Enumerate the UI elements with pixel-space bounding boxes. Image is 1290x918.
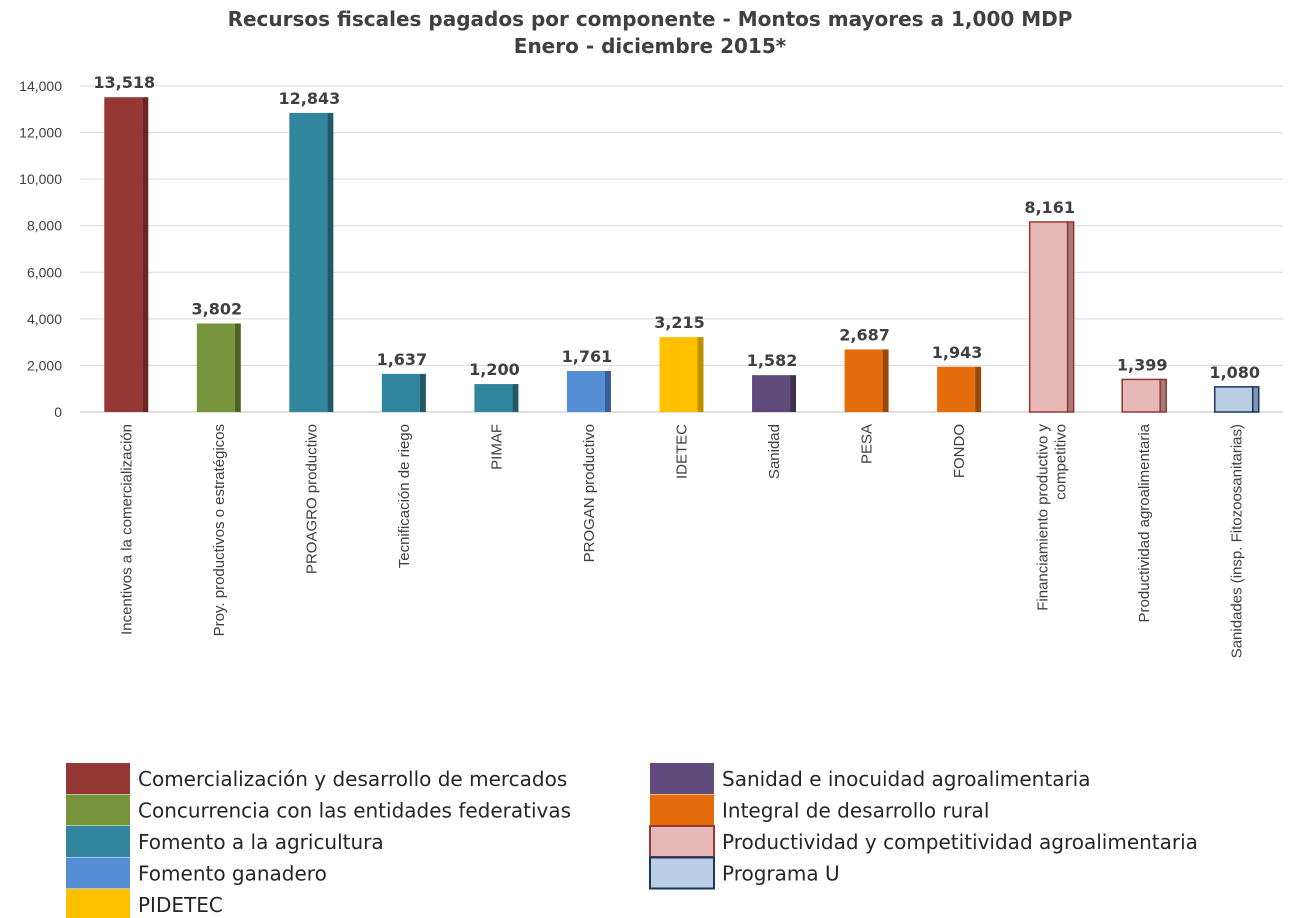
bar-side: [604, 370, 611, 412]
bar: [196, 323, 235, 412]
x-tick-label: IDETEC: [674, 424, 691, 479]
x-tick-label: PROAGRO productivo: [303, 424, 320, 574]
bar-side: [234, 323, 241, 412]
y-tick-label: 12,000: [19, 125, 62, 141]
x-tick-label: Financiamiento productivo ycompetitivo: [1035, 424, 1070, 611]
legend-label: Concurrencia con las entidades federativ…: [138, 799, 571, 823]
bar: [474, 384, 513, 412]
chart-subtitle: Enero - diciembre 2015*: [514, 34, 787, 58]
legend-swatch: [66, 889, 130, 918]
legend-label: Sanidad e inocuidad agroalimentaria: [722, 767, 1091, 791]
x-tick-label: Tecnificación de riego: [396, 424, 413, 568]
x-tick-label: Sanidades (insp. Fitozoosanitarias): [1229, 424, 1246, 658]
legend-swatch: [649, 856, 715, 890]
bar-side: [142, 97, 149, 412]
data-label: 1,943: [932, 343, 983, 362]
bar: [566, 370, 605, 412]
legend-label: PIDETEC: [138, 893, 223, 917]
y-tick-label: 14,000: [19, 78, 62, 94]
bar: [1121, 378, 1161, 413]
legend-label: Integral de desarrollo rural: [722, 799, 989, 823]
bar-side: [327, 112, 334, 412]
y-tick-label: 0: [54, 404, 62, 420]
y-tick-label: 6,000: [27, 264, 62, 280]
data-label: 13,518: [93, 73, 155, 92]
data-label: 1,637: [377, 350, 428, 369]
x-tick-label: Incentivos a la comercialización: [118, 424, 135, 635]
y-tick-label: 10,000: [19, 171, 62, 187]
y-tick-label: 4,000: [27, 311, 62, 327]
x-tick-label: PROGAN productivo: [581, 424, 598, 562]
x-axis: Incentivos a la comercialización Proy. pr…: [118, 423, 1245, 658]
legend-label: Programa U: [722, 862, 840, 886]
data-label: 1,761: [562, 347, 613, 366]
y-axis: 0 2,000 4,000 6,000 8,000 10,000 12,000 14,000: [19, 78, 62, 420]
bar-side: [1066, 221, 1075, 413]
bar: [752, 375, 791, 412]
data-label: 2,687: [839, 325, 890, 344]
bar: [937, 366, 976, 412]
bar-side: [512, 384, 519, 412]
data-label: 3,802: [192, 299, 243, 318]
legend-swatch: [66, 826, 130, 857]
data-label: 1,200: [469, 360, 520, 379]
bar: [1213, 386, 1254, 413]
legend-swatch: [650, 763, 714, 794]
legend-label: Comercialización y desarrollo de mercado…: [138, 767, 567, 791]
bar-side: [1251, 386, 1260, 413]
bar-side: [419, 373, 426, 412]
bar: [844, 349, 883, 412]
bar: [381, 373, 420, 412]
data-label: 3,215: [654, 313, 705, 332]
x-tick-label: Proy. productivos o estratégicos: [211, 424, 228, 636]
bar-side: [975, 366, 982, 412]
bar: [104, 97, 143, 412]
x-tick-label: PIMAF: [488, 424, 505, 470]
bar-side: [697, 337, 704, 412]
data-label: 1,399: [1117, 355, 1168, 374]
x-tick-label: FONDO: [951, 424, 968, 478]
bar: [1028, 221, 1069, 413]
x-tick-label: Sanidad: [766, 424, 783, 479]
bar: [289, 112, 328, 412]
legend-swatch: [66, 857, 130, 889]
legend-label: Productividad y competitividad agroalime…: [722, 830, 1198, 854]
legend-label: Fomento a la agricultura: [138, 830, 384, 854]
data-label: 12,843: [278, 89, 340, 108]
bar: [659, 337, 698, 412]
legend-swatch: [649, 825, 715, 858]
legend-swatch: [66, 794, 130, 826]
bar-side: [790, 375, 797, 412]
legend-label: Fomento ganadero: [138, 862, 327, 886]
data-labels: 13,518 3,802 12,843 1,637 1,200 1,761 3,215 1,5…: [93, 73, 1260, 382]
bar-side: [1159, 378, 1167, 413]
x-tick-label: Productividad agroalimentaria: [1136, 423, 1153, 622]
data-label: 8,161: [1024, 198, 1075, 217]
bars: [104, 97, 1260, 413]
x-tick-label: PESA: [859, 424, 876, 464]
y-tick-label: 8,000: [27, 218, 62, 234]
y-tick-label: 2,000: [27, 357, 62, 373]
bar-side: [882, 349, 889, 412]
data-label: 1,080: [1209, 363, 1260, 382]
legend-swatch: [650, 794, 714, 826]
chart-title: Recursos fiscales pagados por componente…: [228, 7, 1073, 31]
legend: Comercialización y desarrollo de mercado…: [66, 763, 1198, 918]
data-label: 1,582: [747, 351, 798, 370]
legend-swatch: [66, 763, 130, 794]
